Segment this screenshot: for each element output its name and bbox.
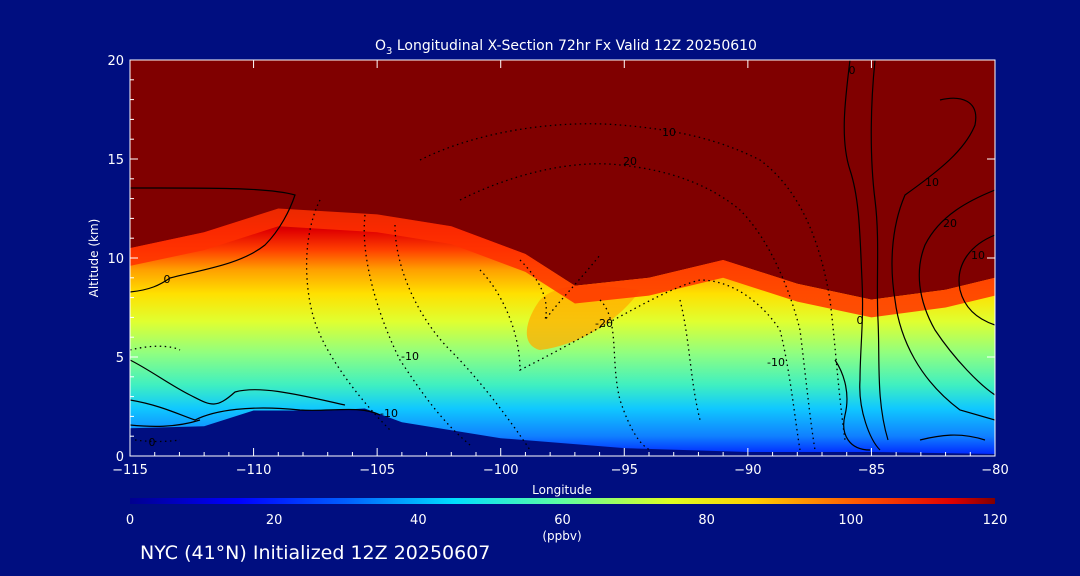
contour-labels: 10 20 0 -10 -20 -10 0 10 20 10 -10 0 0 [149,64,986,449]
colorbar-tick-label: 20 [266,513,283,528]
tropopause-transition [130,208,995,318]
x-tick-label: −105 [359,463,395,478]
x-tick-label: −80 [981,463,1008,478]
contour-label: 0 [849,64,856,77]
y-tick-label: 10 [107,252,124,267]
x-tick-label: −85 [858,463,885,478]
y-tick-label: 5 [116,351,124,366]
dry-intrusion-band [526,285,640,350]
colorbar-tick-label: 80 [698,513,715,528]
colorbar-tick-label: 100 [838,513,863,528]
contour-label: 10 [971,249,985,262]
x-tick-label: −110 [236,463,272,478]
y-tick-label: 20 [107,54,124,69]
contour-label: 0 [857,314,864,327]
contour-label: -10 [767,356,785,369]
solid-contours [130,60,995,451]
x-tick-label: −100 [483,463,519,478]
contour-label: 20 [623,155,637,168]
terrain-mask [130,408,995,456]
x-tick-label: −95 [611,463,638,478]
contour-label: 0 [164,273,171,286]
stratosphere-region [130,60,995,300]
contour-label: -10 [401,350,419,363]
init-caption: NYC (41°N) Initialized 12Z 20250607 [140,542,491,564]
y-axis-title: Altitude (km) [87,219,101,298]
colorbar-tick-label: 60 [554,513,571,528]
colorbar-tick-label: 120 [983,513,1008,528]
plot-area [130,60,995,456]
colorbar-ticks: 0 20 40 60 80 100 120 [126,513,1008,528]
x-tick-label: −90 [734,463,761,478]
colorbar-unit: (ppbv) [542,529,581,543]
colorbar-tick-label: 40 [410,513,427,528]
colorbar-tick-label: 0 [126,513,134,528]
dotted-contours [130,123,846,451]
contour-label: 20 [943,217,957,230]
x-axis-title: Longitude [532,483,592,497]
y-tick-label: 15 [107,153,124,168]
axis-ticks: −115 −110 −105 −100 −95 −90 −85 −80 0 5 10 15 20 [107,54,1008,478]
contour-label: 0 [149,436,156,449]
contour-label: 10 [925,176,939,189]
chart-title: O3 Longitudinal X-Section 72hr Fx Valid … [375,38,757,57]
contour-label: -10 [380,407,398,420]
y-tick-label: 0 [116,450,124,465]
contour-label: -20 [595,317,613,330]
contour-label: 10 [662,126,676,139]
x-tick-label: −115 [112,463,148,478]
colorbar [130,498,995,504]
